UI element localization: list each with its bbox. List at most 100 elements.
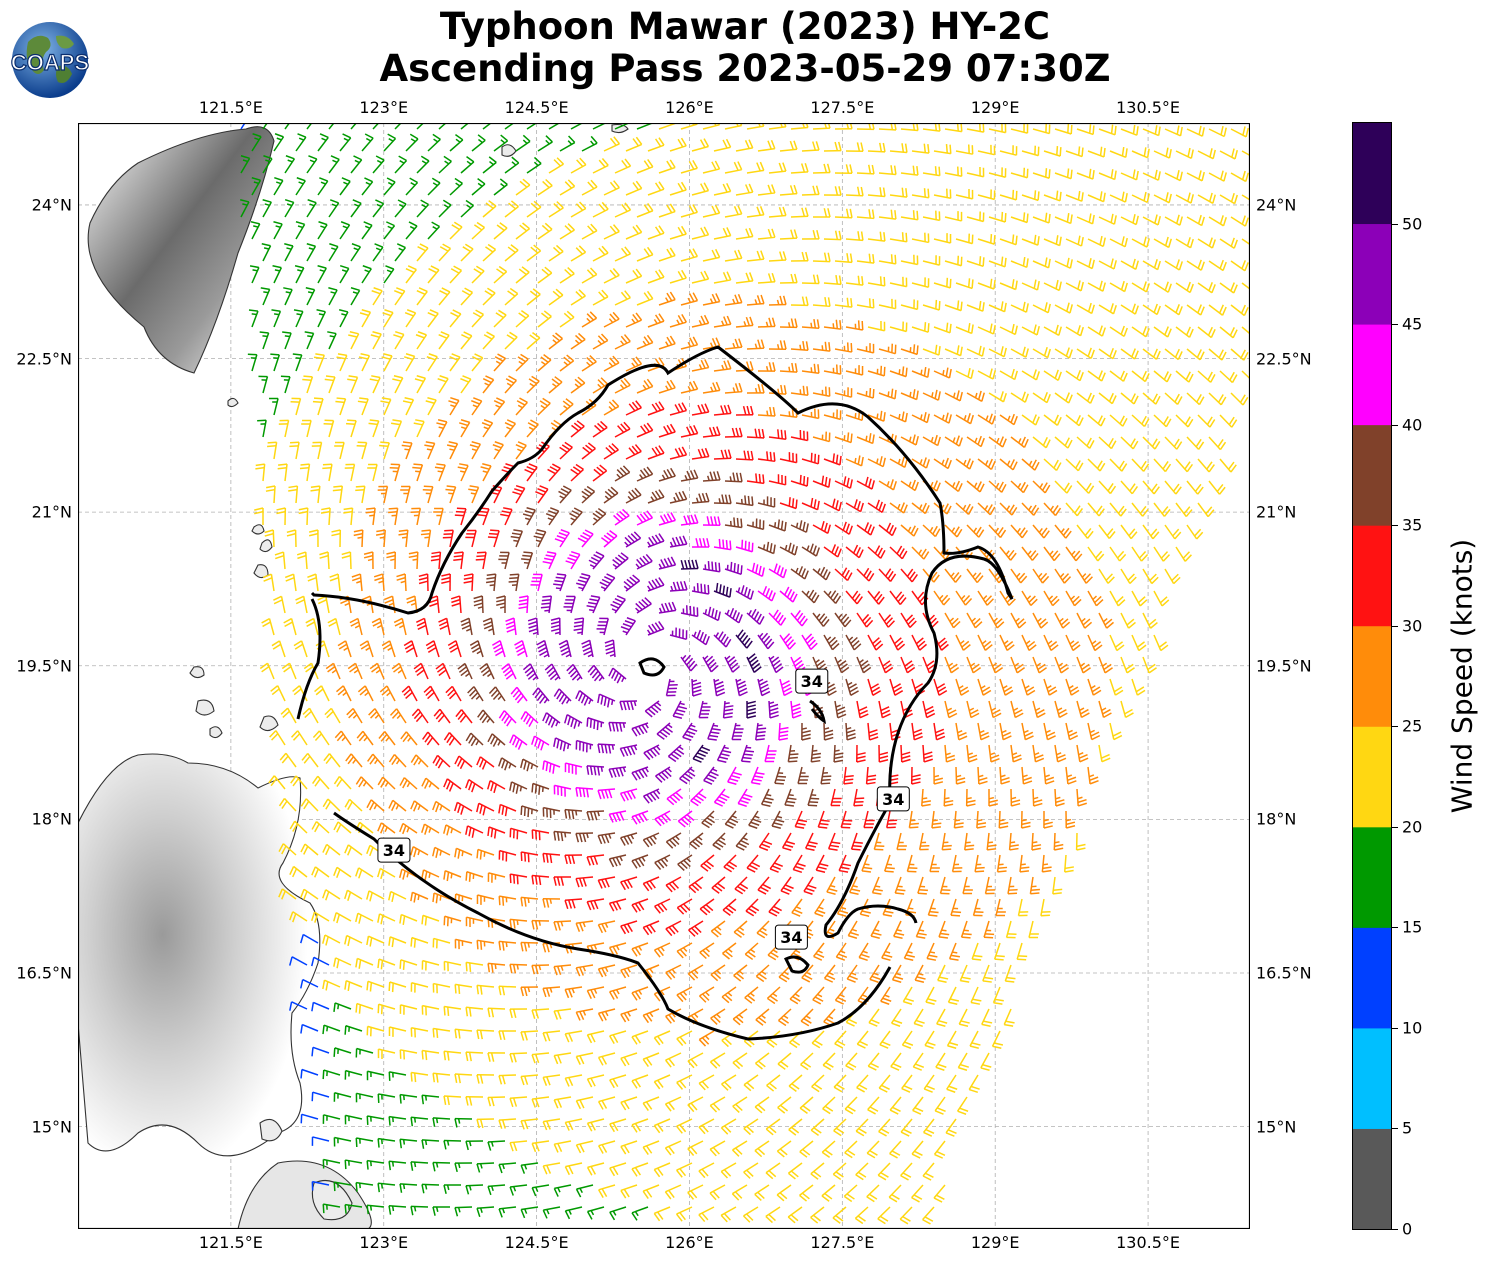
wind-barb [317, 221, 328, 240]
wind-barb [631, 1162, 649, 1177]
wind-barb [614, 377, 631, 394]
wind-barb [531, 735, 550, 751]
wind-barb [410, 507, 422, 526]
wind-barb [1197, 192, 1216, 204]
wind-barb [570, 157, 587, 174]
wind-barb [620, 617, 637, 636]
wind-barb [922, 700, 936, 719]
wind-barb [329, 573, 341, 592]
wind-barb [355, 1047, 374, 1058]
wind-barb [823, 544, 842, 558]
wind-barb [757, 406, 776, 417]
wind-barb [850, 832, 863, 851]
wind-barb [823, 364, 842, 375]
wind-barb [891, 964, 904, 983]
wind-barb [550, 617, 561, 636]
wind-barb [293, 309, 304, 328]
wind-barb [856, 522, 875, 536]
wind-barb [724, 655, 740, 673]
wind-barb [1021, 145, 1040, 157]
wind-barb [713, 227, 732, 240]
wind-barb [996, 854, 1008, 873]
wind-barb [1087, 370, 1106, 382]
wind-barb [269, 397, 279, 416]
wind-barb [1010, 256, 1029, 269]
wind-barb [542, 1118, 561, 1131]
wind-barb [619, 700, 638, 711]
wind-barb [713, 138, 732, 152]
wind-barb [757, 184, 776, 196]
wind-barb [553, 737, 572, 752]
wind-barb [1186, 170, 1205, 182]
wind-barb [465, 961, 484, 972]
wind-barb [308, 529, 319, 548]
wind-barb [933, 722, 946, 741]
wind-barb [1175, 414, 1194, 428]
wind-barb [289, 1001, 308, 1011]
wind-barb [1032, 480, 1051, 494]
lon-tick-label-top: 129°E [970, 98, 1020, 117]
wind-barb [856, 1030, 869, 1049]
wind-barb [438, 617, 451, 636]
wind-barb [333, 821, 352, 834]
colorbar-bin [1353, 223, 1391, 325]
wind-barb [295, 133, 307, 152]
wind-barb [311, 1136, 330, 1146]
wind-barb [1109, 722, 1123, 741]
wind-barb [744, 986, 759, 1004]
wind-barb [310, 485, 321, 504]
wind-barb [515, 266, 530, 284]
wind-barb [1054, 347, 1073, 359]
wind-barb [988, 700, 1002, 719]
wind-barb [305, 287, 316, 306]
wind-barb [597, 743, 616, 754]
wind-barb [724, 293, 743, 306]
wind-barb [680, 425, 699, 438]
wind-barb [545, 507, 560, 526]
wind-barb [901, 1074, 913, 1093]
wind-barb [1098, 612, 1115, 629]
wind-barb [410, 1071, 429, 1083]
wind-barb [999, 234, 1018, 246]
wind-barb [878, 568, 897, 582]
wind-barb [735, 678, 748, 697]
wind-barb [262, 155, 273, 174]
wind-barb [867, 1096, 880, 1115]
wind-barb [724, 249, 743, 262]
wind-barb [966, 211, 985, 223]
wind-barb [702, 248, 721, 262]
wind-barb [703, 766, 719, 785]
wind-barb [1230, 170, 1249, 183]
wind-barb [597, 1096, 616, 1110]
wind-barb [262, 199, 272, 218]
wind-barb [498, 757, 517, 771]
wind-barb [467, 686, 484, 702]
wind-barb [867, 142, 886, 153]
wind-barb [1043, 502, 1062, 517]
wind-barb [1186, 436, 1205, 450]
wind-barb [878, 165, 897, 176]
wind-barb [515, 134, 531, 152]
wind-barb [400, 731, 418, 746]
wind-barb [631, 766, 649, 781]
wind-barb [531, 1096, 550, 1108]
wind-barb [757, 876, 772, 895]
wind-barb [614, 202, 632, 218]
wind-barb [613, 508, 630, 526]
wind-barb [443, 778, 462, 792]
wind-barb [669, 269, 687, 284]
colorbar-bin [1353, 324, 1391, 426]
wind-barb [834, 253, 853, 264]
wind-barb [322, 1114, 341, 1124]
wind-barb [1065, 502, 1084, 517]
wind-barb [820, 766, 832, 785]
wind-barb [1021, 502, 1040, 516]
wind-barb [900, 299, 919, 311]
wind-barb [410, 754, 429, 768]
wind-barb [333, 1047, 352, 1057]
contour-label: 34 [774, 924, 808, 950]
wind-barb [867, 634, 884, 651]
wind-barb [454, 755, 473, 770]
wind-barb [698, 1074, 715, 1091]
wind-barb [570, 289, 586, 306]
